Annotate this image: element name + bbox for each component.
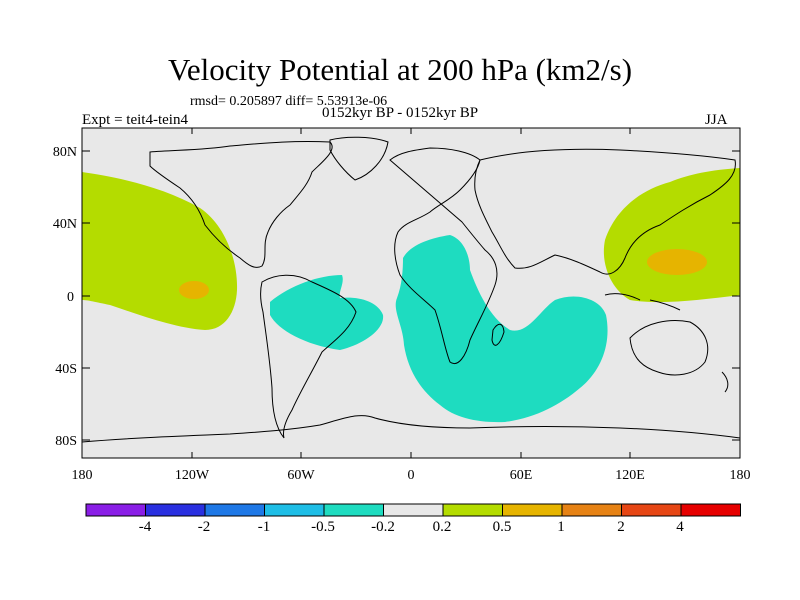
lat-label: 80S: [55, 434, 77, 449]
strong-region-east-pacific: [179, 281, 209, 299]
coastline-indonesia: [604, 293, 681, 311]
colorbar-box: [85, 503, 146, 517]
colorbar-label: 4: [676, 519, 684, 535]
coastline-north-america: [149, 140, 333, 268]
lon-label: 120E: [615, 468, 645, 483]
lon-label: 120W: [175, 468, 210, 483]
season-label: JJA: [705, 112, 728, 128]
coastline-south-america: [260, 274, 357, 439]
colorbar-label: -2: [198, 519, 211, 535]
strong-region-west-pacific: [647, 249, 707, 275]
coastline-greenland: [329, 136, 389, 181]
colorbar-box: [145, 503, 206, 517]
map-title: Velocity Potential at 200 hPa (km2/s): [167, 52, 633, 87]
lon-label: 180: [730, 468, 751, 483]
colorbar-box: [264, 503, 325, 517]
colorbar-box: [502, 503, 563, 517]
colorbar-label: -1: [258, 519, 271, 535]
colorbar-label: 2: [617, 519, 625, 535]
coastlines: [81, 136, 741, 443]
positive-region-west-pacific: [603, 168, 740, 303]
coastline-antarctica: [81, 415, 741, 443]
lon-label: 180: [72, 468, 93, 483]
colorbar-box: [680, 503, 741, 517]
colorbar-box: [561, 503, 622, 517]
colorbar-box: [442, 503, 503, 517]
coastline-asia: [474, 148, 736, 275]
lat-label: 80N: [53, 145, 77, 160]
colorbar-box: [621, 503, 682, 517]
rmsd-text: rmsd= 0.205897 diff= 5.53913e-06: [190, 94, 388, 109]
negative-region-africa-indian: [395, 235, 608, 423]
colorbar-label: 0.5: [493, 519, 512, 535]
lat-label: 0: [67, 290, 74, 305]
lon-label: 60E: [510, 468, 533, 483]
lat-axis: [82, 150, 740, 441]
colorbar: [85, 503, 741, 517]
colorbar-label: -4: [139, 519, 152, 535]
colorbar-box: [204, 503, 265, 517]
lat-label: 40N: [53, 217, 77, 232]
lon-axis: [81, 128, 741, 458]
experiment-label: Expt = teit4-tein4: [82, 112, 188, 128]
colorbar-box: [383, 503, 444, 517]
colorbar-label: 1: [557, 519, 565, 535]
colorbar-label: -0.2: [371, 519, 395, 535]
coastline-madagascar: [491, 323, 505, 346]
colorbar-label: 0.2: [433, 519, 452, 535]
contour-fill-layer: [82, 168, 740, 423]
lon-label: 0: [408, 468, 415, 483]
period-text: 0152kyr BP - 0152kyr BP: [321, 105, 479, 121]
lon-label: 60W: [287, 468, 315, 483]
coastline-new-zealand: [721, 371, 729, 393]
colorbar-label: -0.5: [311, 519, 335, 535]
lat-label: 40S: [55, 362, 77, 377]
coastline-australia: [629, 320, 709, 376]
colorbar-box: [323, 503, 384, 517]
negative-region-south-atlantic: [270, 275, 384, 350]
